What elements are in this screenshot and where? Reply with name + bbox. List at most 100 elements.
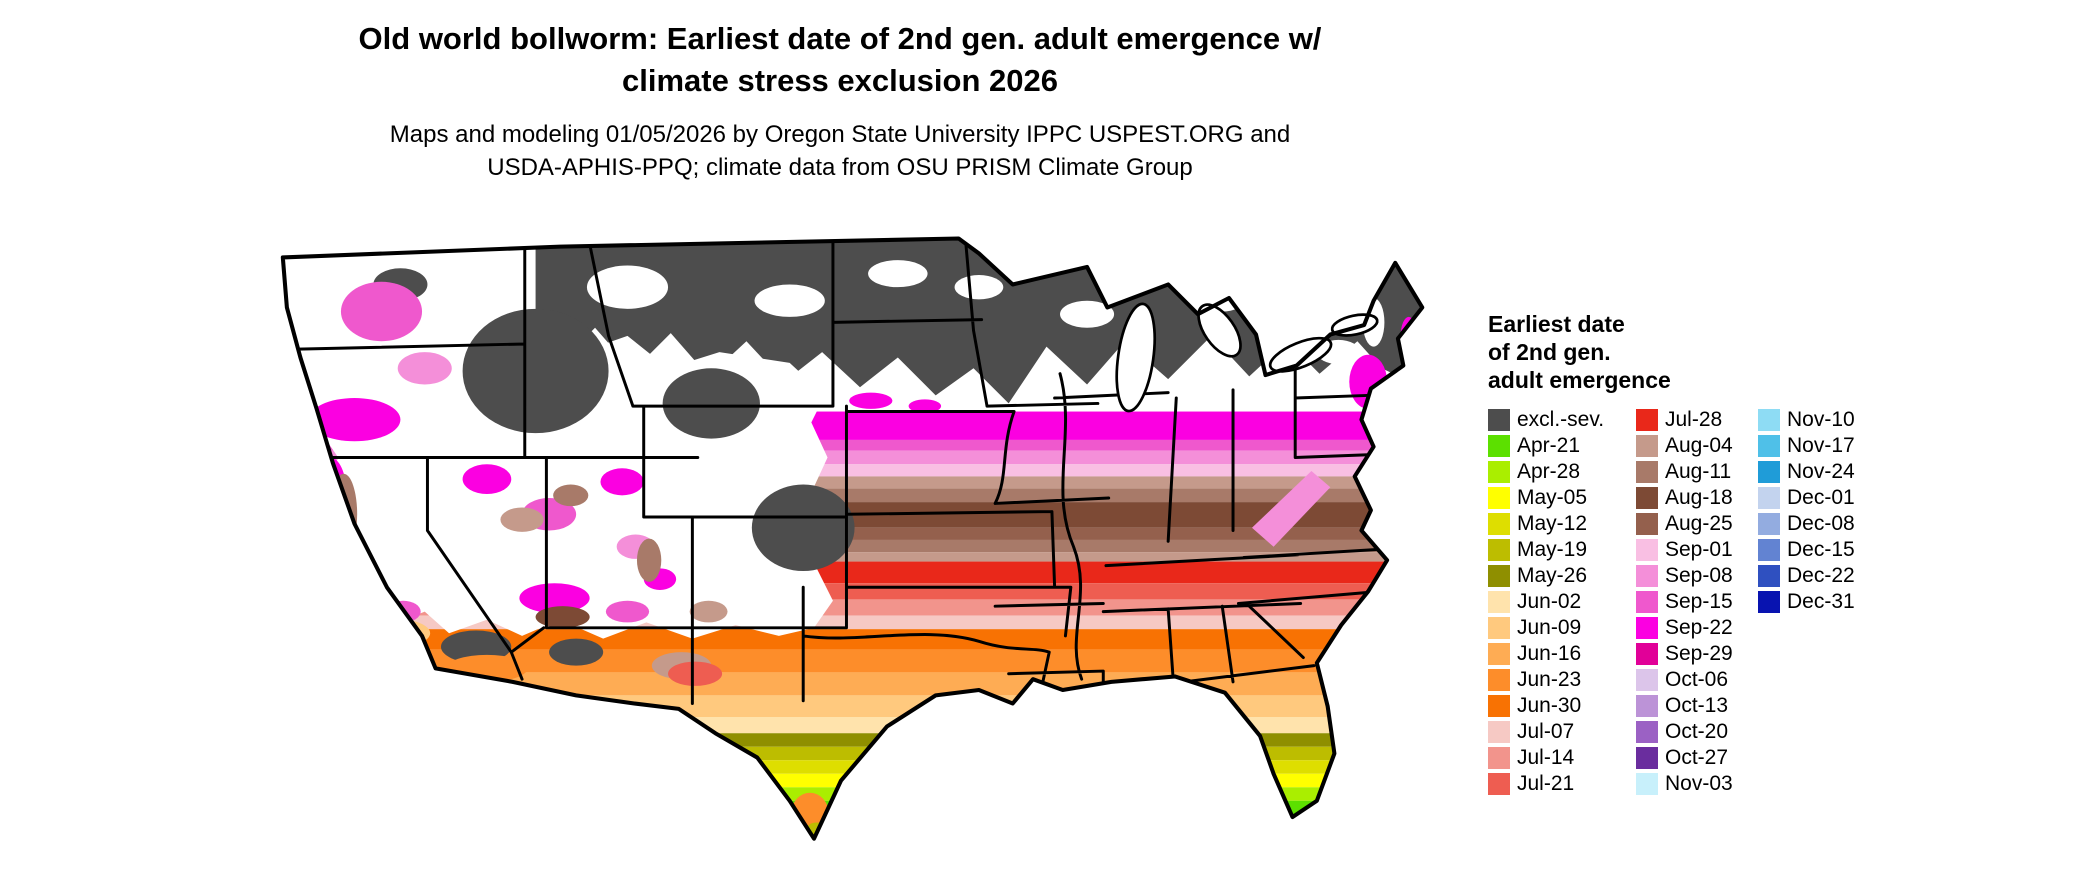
legend-row: Jul-07	[1488, 719, 1636, 745]
legend-row: Nov-24	[1758, 459, 1855, 485]
legend-column: excl.-sev. Apr-21 Apr-28 May-05 May-12 May-19…	[1488, 407, 1636, 797]
legend-label: Dec-01	[1787, 486, 1855, 509]
subtitle-line1: Maps and modeling 01/05/2026 by Oregon S…	[389, 121, 1291, 148]
legend-swatch	[1758, 461, 1780, 483]
legend-label: Apr-21	[1517, 434, 1581, 457]
legend-title-line3: adult emergence	[1488, 367, 1671, 393]
legend-label: Sep-15	[1665, 590, 1733, 613]
legend-row: Jun-02	[1488, 589, 1636, 615]
legend-row: Dec-01	[1758, 485, 1855, 511]
legend-swatch	[1758, 513, 1780, 535]
legend-swatch	[1636, 461, 1658, 483]
legend-row: Aug-04	[1636, 433, 1758, 459]
legend-title-line2: of 2nd gen.	[1488, 339, 1611, 365]
us-map	[222, 205, 1452, 883]
legend-row: Jul-21	[1488, 771, 1636, 797]
legend-column: Jul-28 Aug-04 Aug-11 Aug-18 Aug-25 Sep-01 Sep-…	[1636, 407, 1758, 797]
legend-swatch	[1488, 617, 1510, 639]
legend-label: Oct-06	[1665, 668, 1729, 691]
legend-swatch	[1758, 539, 1780, 561]
legend-label: Oct-27	[1665, 746, 1729, 769]
legend-swatch	[1636, 617, 1658, 639]
legend-label: Sep-01	[1665, 538, 1733, 561]
legend-label: Sep-08	[1665, 564, 1733, 587]
legend-swatch	[1636, 643, 1658, 665]
legend-title-line1: Earliest date	[1488, 311, 1625, 337]
map-fill-layers	[282, 238, 1423, 839]
legend-swatch	[1636, 565, 1658, 587]
legend-swatch	[1636, 591, 1658, 613]
legend-row: Oct-27	[1636, 745, 1758, 771]
legend-swatch	[1636, 409, 1658, 431]
legend-swatch	[1488, 513, 1510, 535]
great-lakes	[1115, 302, 1379, 413]
legend-swatch	[1488, 487, 1510, 509]
legend-row: Nov-17	[1758, 433, 1855, 459]
page-title-line2: climate stress exclusion 2026	[622, 63, 1058, 98]
legend-row: Jun-16	[1488, 641, 1636, 667]
legend-swatch	[1636, 773, 1658, 795]
legend-swatch	[1488, 747, 1510, 769]
legend-swatch	[1636, 435, 1658, 457]
legend-row: Oct-20	[1636, 719, 1758, 745]
legend-row: Sep-22	[1636, 615, 1758, 641]
legend-swatch	[1758, 565, 1780, 587]
legend-row: Jun-23	[1488, 667, 1636, 693]
legend-swatch	[1488, 643, 1510, 665]
legend-swatch	[1758, 487, 1780, 509]
legend-row: Apr-21	[1488, 433, 1636, 459]
legend-label: Oct-20	[1665, 720, 1729, 743]
legend-swatch	[1636, 721, 1658, 743]
legend-row: Dec-22	[1758, 563, 1855, 589]
legend-label: Aug-11	[1665, 460, 1732, 483]
legend-swatch	[1636, 487, 1658, 509]
legend-swatch	[1488, 591, 1510, 613]
legend-label: Jul-07	[1517, 720, 1575, 743]
legend-row: Jun-09	[1488, 615, 1636, 641]
legend-label: Jun-30	[1517, 694, 1582, 717]
map-header: Old world bollworm: Earliest date of 2nd…	[250, 18, 1430, 184]
legend-swatch	[1488, 539, 1510, 561]
legend-swatch	[1488, 695, 1510, 717]
legend-label: Dec-31	[1787, 590, 1855, 613]
legend-row: Sep-15	[1636, 589, 1758, 615]
legend-label: Jul-21	[1517, 772, 1575, 795]
legend-label: Dec-15	[1787, 538, 1855, 561]
legend-label: May-12	[1517, 512, 1588, 535]
map-legend: Earliest date of 2nd gen. adult emergenc…	[1488, 310, 1855, 797]
legend-row: Sep-29	[1636, 641, 1758, 667]
legend-row: Jul-28	[1636, 407, 1758, 433]
legend-swatch	[1488, 435, 1510, 457]
legend-row: Dec-08	[1758, 511, 1855, 537]
legend-title: Earliest date of 2nd gen. adult emergenc…	[1488, 310, 1855, 394]
legend-label: Sep-29	[1665, 642, 1733, 665]
legend-row: Nov-10	[1758, 407, 1855, 433]
legend-swatch	[1758, 435, 1780, 457]
legend-row: Aug-11	[1636, 459, 1758, 485]
legend-column: Nov-10 Nov-17 Nov-24 Dec-01 Dec-08 Dec-15 Dec-…	[1758, 407, 1855, 615]
legend-row: May-19	[1488, 537, 1636, 563]
legend-row: Apr-28	[1488, 459, 1636, 485]
legend-label: excl.-sev.	[1517, 408, 1605, 431]
legend-label: May-19	[1517, 538, 1588, 561]
legend-row: Dec-15	[1758, 537, 1855, 563]
legend-swatch	[1636, 669, 1658, 691]
page-title-line1: Old world bollworm: Earliest date of 2nd…	[358, 21, 1322, 56]
legend-label: Oct-13	[1665, 694, 1729, 717]
legend-label: Jun-16	[1517, 642, 1582, 665]
legend-row: Dec-31	[1758, 589, 1855, 615]
appalachian-magenta-streak	[1251, 471, 1331, 547]
legend-row: Nov-03	[1636, 771, 1758, 797]
us-outline	[280, 236, 1425, 841]
legend-row: May-12	[1488, 511, 1636, 537]
legend-label: May-26	[1517, 564, 1588, 587]
legend-label: Jul-28	[1665, 408, 1723, 431]
us-map-svg	[280, 236, 1425, 841]
legend-swatch	[1488, 565, 1510, 587]
legend-label: Jun-09	[1517, 616, 1582, 639]
legend-swatch	[1758, 409, 1780, 431]
legend-row: May-26	[1488, 563, 1636, 589]
legend-label: Dec-22	[1787, 564, 1855, 587]
legend-row: Jul-14	[1488, 745, 1636, 771]
legend-swatch	[1636, 747, 1658, 769]
